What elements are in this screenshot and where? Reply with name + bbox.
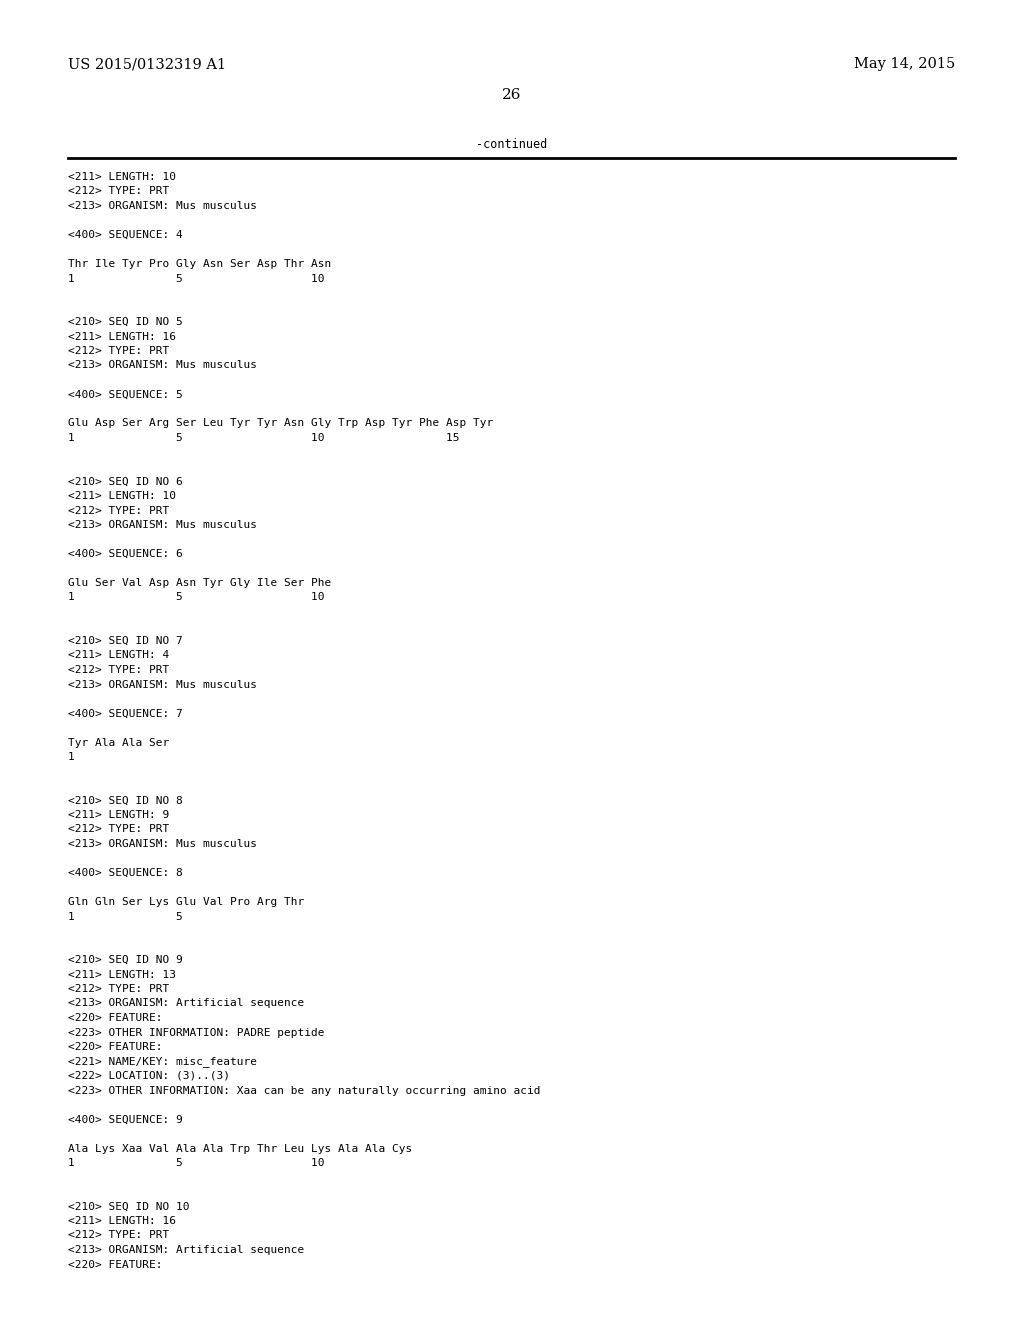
Text: <210> SEQ ID NO 9: <210> SEQ ID NO 9 — [68, 954, 182, 965]
Text: May 14, 2015: May 14, 2015 — [854, 57, 955, 71]
Text: 1               5: 1 5 — [68, 912, 182, 921]
Text: <213> ORGANISM: Mus musculus: <213> ORGANISM: Mus musculus — [68, 840, 257, 849]
Text: <212> TYPE: PRT: <212> TYPE: PRT — [68, 665, 169, 675]
Text: US 2015/0132319 A1: US 2015/0132319 A1 — [68, 57, 226, 71]
Text: <212> TYPE: PRT: <212> TYPE: PRT — [68, 983, 169, 994]
Text: <213> ORGANISM: Artificial sequence: <213> ORGANISM: Artificial sequence — [68, 998, 304, 1008]
Text: 1               5                   10                  15: 1 5 10 15 — [68, 433, 460, 444]
Text: <400> SEQUENCE: 5: <400> SEQUENCE: 5 — [68, 389, 182, 400]
Text: 26: 26 — [502, 88, 522, 102]
Text: <400> SEQUENCE: 4: <400> SEQUENCE: 4 — [68, 230, 182, 240]
Text: Tyr Ala Ala Ser: Tyr Ala Ala Ser — [68, 738, 169, 747]
Text: <400> SEQUENCE: 7: <400> SEQUENCE: 7 — [68, 709, 182, 718]
Text: <220> FEATURE:: <220> FEATURE: — [68, 1259, 163, 1270]
Text: <213> ORGANISM: Mus musculus: <213> ORGANISM: Mus musculus — [68, 201, 257, 211]
Text: <211> LENGTH: 4: <211> LENGTH: 4 — [68, 651, 169, 660]
Text: <211> LENGTH: 16: <211> LENGTH: 16 — [68, 331, 176, 342]
Text: <211> LENGTH: 13: <211> LENGTH: 13 — [68, 969, 176, 979]
Text: Thr Ile Tyr Pro Gly Asn Ser Asp Thr Asn: Thr Ile Tyr Pro Gly Asn Ser Asp Thr Asn — [68, 259, 331, 269]
Text: <210> SEQ ID NO 8: <210> SEQ ID NO 8 — [68, 796, 182, 805]
Text: <212> TYPE: PRT: <212> TYPE: PRT — [68, 506, 169, 516]
Text: <223> OTHER INFORMATION: PADRE peptide: <223> OTHER INFORMATION: PADRE peptide — [68, 1027, 325, 1038]
Text: <211> LENGTH: 16: <211> LENGTH: 16 — [68, 1216, 176, 1226]
Text: <210> SEQ ID NO 6: <210> SEQ ID NO 6 — [68, 477, 182, 487]
Text: Gln Gln Ser Lys Glu Val Pro Arg Thr: Gln Gln Ser Lys Glu Val Pro Arg Thr — [68, 898, 304, 907]
Text: <210> SEQ ID NO 5: <210> SEQ ID NO 5 — [68, 317, 182, 327]
Text: <222> LOCATION: (3)..(3): <222> LOCATION: (3)..(3) — [68, 1071, 230, 1081]
Text: <211> LENGTH: 10: <211> LENGTH: 10 — [68, 172, 176, 182]
Text: <210> SEQ ID NO 10: <210> SEQ ID NO 10 — [68, 1201, 189, 1212]
Text: <213> ORGANISM: Mus musculus: <213> ORGANISM: Mus musculus — [68, 520, 257, 531]
Text: -continued: -continued — [476, 139, 548, 150]
Text: <223> OTHER INFORMATION: Xaa can be any naturally occurring amino acid: <223> OTHER INFORMATION: Xaa can be any … — [68, 1085, 541, 1096]
Text: <211> LENGTH: 10: <211> LENGTH: 10 — [68, 491, 176, 502]
Text: <400> SEQUENCE: 8: <400> SEQUENCE: 8 — [68, 869, 182, 878]
Text: <213> ORGANISM: Mus musculus: <213> ORGANISM: Mus musculus — [68, 680, 257, 689]
Text: Ala Lys Xaa Val Ala Ala Trp Thr Leu Lys Ala Ala Cys: Ala Lys Xaa Val Ala Ala Trp Thr Leu Lys … — [68, 1143, 413, 1154]
Text: Glu Ser Val Asp Asn Tyr Gly Ile Ser Phe: Glu Ser Val Asp Asn Tyr Gly Ile Ser Phe — [68, 578, 331, 587]
Text: <220> FEATURE:: <220> FEATURE: — [68, 1012, 163, 1023]
Text: 1               5                   10: 1 5 10 — [68, 1158, 325, 1168]
Text: <212> TYPE: PRT: <212> TYPE: PRT — [68, 1230, 169, 1241]
Text: <400> SEQUENCE: 6: <400> SEQUENCE: 6 — [68, 549, 182, 558]
Text: <212> TYPE: PRT: <212> TYPE: PRT — [68, 825, 169, 834]
Text: <220> FEATURE:: <220> FEATURE: — [68, 1041, 163, 1052]
Text: <212> TYPE: PRT: <212> TYPE: PRT — [68, 346, 169, 356]
Text: <213> ORGANISM: Mus musculus: <213> ORGANISM: Mus musculus — [68, 360, 257, 371]
Text: <213> ORGANISM: Artificial sequence: <213> ORGANISM: Artificial sequence — [68, 1245, 304, 1255]
Text: <212> TYPE: PRT: <212> TYPE: PRT — [68, 186, 169, 197]
Text: <210> SEQ ID NO 7: <210> SEQ ID NO 7 — [68, 636, 182, 645]
Text: <211> LENGTH: 9: <211> LENGTH: 9 — [68, 810, 169, 820]
Text: 1               5                   10: 1 5 10 — [68, 273, 325, 284]
Text: <400> SEQUENCE: 9: <400> SEQUENCE: 9 — [68, 1114, 182, 1125]
Text: Glu Asp Ser Arg Ser Leu Tyr Tyr Asn Gly Trp Asp Tyr Phe Asp Tyr: Glu Asp Ser Arg Ser Leu Tyr Tyr Asn Gly … — [68, 418, 494, 429]
Text: 1: 1 — [68, 752, 75, 762]
Text: 1               5                   10: 1 5 10 — [68, 593, 325, 602]
Text: <221> NAME/KEY: misc_feature: <221> NAME/KEY: misc_feature — [68, 1056, 257, 1068]
